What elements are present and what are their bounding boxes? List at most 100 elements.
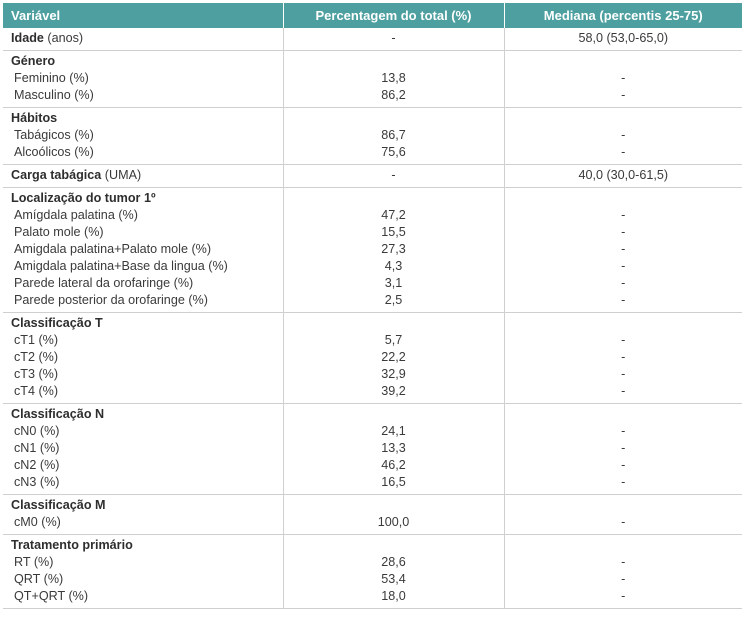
section-title: Tratamento primário: [11, 538, 133, 552]
percentage-value: 3,1: [384, 276, 403, 290]
section-row: Hábitos Tabágicos (%) Alcoólicos (%) 86,7 75…: [3, 107, 743, 165]
variable-cell: Carga tabágica (UMA): [3, 164, 284, 188]
section-row: Idade (anos) - 58,0 (53,0-65,0): [3, 28, 742, 51]
median-value: -: [621, 367, 626, 381]
section-row: Classificação T cT1 (%) cT2 (%) cT3 (%) cT4 …: [3, 312, 743, 404]
median-value: -: [621, 589, 626, 603]
table-header: Variável Percentagem do total (%) Median…: [3, 3, 742, 28]
median-value: -: [621, 424, 626, 438]
section-title: Classificação N: [11, 407, 105, 421]
section-title-line: Classificação T: [11, 315, 283, 332]
percentage-value: 27,3: [381, 242, 406, 256]
percentage-value: 15,5: [381, 225, 406, 239]
row-label: Parede posterior da orofaringe (%): [14, 293, 208, 307]
row-label: Masculino (%): [14, 88, 94, 102]
percentage-value: 18,0: [381, 589, 406, 603]
percentage-value: 24,1: [381, 424, 406, 438]
percentage-value: 32,9: [381, 367, 406, 381]
row-label: cN1 (%): [14, 441, 60, 455]
section-title: Classificação T: [11, 316, 103, 330]
section-title: Idade: [11, 31, 44, 45]
spacer: [505, 406, 743, 423]
section-title: Género: [11, 54, 56, 68]
variable-cell: Classificação M cM0 (%): [3, 494, 284, 535]
section-title-unit: (UMA): [101, 168, 142, 182]
percentage-value: -: [391, 168, 396, 182]
median-cell: 58,0 (53,0-65,0): [504, 28, 742, 51]
spacer: [505, 315, 743, 332]
section-row: Género Feminino (%) Masculino (%) 13,8 86,2 -…: [3, 50, 743, 108]
percentage-value: 28,6: [381, 555, 406, 569]
variable-cell: Hábitos Tabágicos (%) Alcoólicos (%): [3, 107, 284, 165]
median-value: -: [621, 276, 626, 290]
median-cell: - - - -: [504, 403, 743, 495]
section-title: Classificação M: [11, 498, 106, 512]
percentage-value: 4,3: [384, 259, 403, 273]
spacer: [284, 315, 504, 332]
row-label: Parede lateral da orofaringe (%): [14, 276, 194, 290]
section-row: Classificação M cM0 (%) 100,0 -: [3, 494, 743, 535]
percentage-value: 2,5: [384, 293, 403, 307]
section-title-line: Classificação M: [11, 497, 283, 514]
spacer: [505, 53, 743, 70]
section-row: Tratamento primário RT (%) QRT (%) QT+QRT (…: [3, 534, 742, 609]
median-value: -: [621, 88, 626, 102]
median-cell: --: [504, 107, 743, 165]
median-value: -: [621, 225, 626, 239]
median-value: -: [621, 71, 626, 85]
median-value: 58,0 (53,0-65,0): [578, 31, 669, 45]
median-value: -: [621, 441, 626, 455]
section-title-line: Carga tabágica (UMA): [11, 167, 283, 184]
median-cell: --: [504, 50, 743, 108]
percentage-value: 86,7: [381, 128, 406, 142]
section-row: Localização do tumor 1º Amígdala palatina…: [3, 187, 742, 313]
section-title-line: Tratamento primário: [11, 537, 283, 554]
row-label: cT1 (%): [14, 333, 59, 347]
percentage-value: 46,2: [381, 458, 406, 472]
variable-cell: Classificação N cN0 (%) cN1 (%) cN2 (%) cN3 …: [3, 403, 284, 495]
row-label: Amigdala palatina+Base da lingua (%): [14, 259, 228, 273]
percentage-value: -: [391, 31, 396, 45]
section-title-unit: (anos): [43, 31, 84, 45]
spacer: [505, 110, 743, 127]
median-value: -: [621, 572, 626, 586]
median-cell: - - - -: [504, 312, 743, 404]
median-value: -: [621, 350, 626, 364]
row-label: cN2 (%): [14, 458, 60, 472]
percentage-value: 5,7: [384, 333, 403, 347]
median-value: -: [621, 384, 626, 398]
median-value: -: [621, 293, 626, 307]
row-label: cT3 (%): [14, 367, 59, 381]
section-title-line: Localização do tumor 1º: [11, 190, 283, 207]
median-value: -: [621, 555, 626, 569]
row-label: cT4 (%): [14, 384, 59, 398]
header-percentage: Percentagem do total (%): [283, 3, 505, 28]
median-value: -: [621, 128, 626, 142]
percentage-cell: 100,0: [283, 494, 505, 535]
table-body: Idade (anos) - 58,0 (53,0-65,0) Género Femin…: [3, 28, 742, 609]
section-row: Carga tabágica (UMA) - 40,0 (30,0-61,5): [3, 164, 742, 188]
row-label: Tabágicos (%): [14, 128, 94, 142]
spacer: [284, 190, 504, 207]
spacer: [284, 497, 504, 514]
percentage-cell: -: [283, 28, 505, 51]
row-label: Palato mole (%): [14, 225, 104, 239]
percentage-value: 39,2: [381, 384, 406, 398]
row-label: Amigdala palatina+Palato mole (%): [14, 242, 212, 256]
row-label: cT2 (%): [14, 350, 59, 364]
percentage-cell: -: [283, 164, 505, 188]
row-label: Amígdala palatina (%): [14, 208, 138, 222]
header-variable: Variável: [3, 3, 284, 28]
median-value: -: [621, 458, 626, 472]
header-row: Variável Percentagem do total (%) Median…: [3, 3, 742, 28]
spacer: [505, 497, 743, 514]
row-label: QT+QRT (%): [14, 589, 89, 603]
percentage-cell: 24,1 13,3 46,2 16,5: [283, 403, 505, 495]
median-value: -: [621, 208, 626, 222]
section-title: Localização do tumor 1º: [11, 191, 156, 205]
percentage-cell: 28,6 53,4 18,0: [283, 534, 505, 609]
section-title: Carga tabágica: [11, 168, 102, 182]
spacer: [284, 537, 504, 554]
median-cell: 40,0 (30,0-61,5): [504, 164, 742, 188]
variable-cell: Localização do tumor 1º Amígdala palatina…: [3, 187, 284, 313]
